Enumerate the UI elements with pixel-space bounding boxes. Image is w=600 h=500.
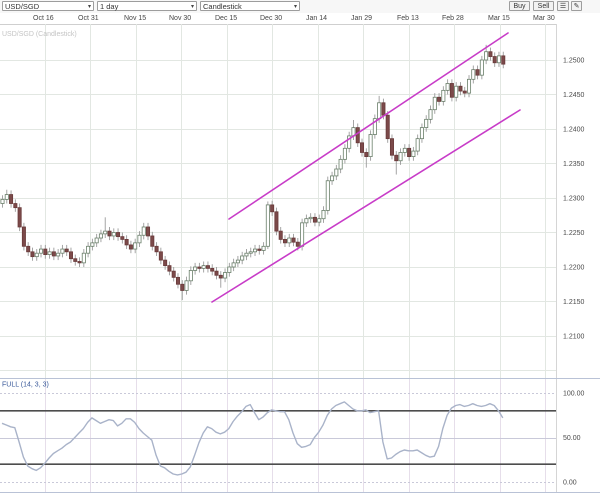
date-tick-label: Nov 15 <box>124 15 147 22</box>
price-tick-label: 1.2500 <box>563 58 585 65</box>
date-tick-label: Mar 30 <box>533 15 555 22</box>
symbol-select-value: USD/SGD <box>5 1 40 11</box>
date-tick-label: Feb 28 <box>442 15 464 22</box>
price-axis-gutter <box>556 24 600 378</box>
chart-type-select-value: Candlestick <box>203 1 242 11</box>
interval-select[interactable]: 1 day ▾ <box>97 1 197 11</box>
trend-channel[interactable] <box>211 32 521 303</box>
sell-button[interactable]: Sell <box>533 1 554 11</box>
candlesticks <box>0 44 506 301</box>
stochastic-line <box>1 401 504 476</box>
symbol-select[interactable]: USD/SGD ▾ <box>2 1 94 11</box>
date-tick-label: Oct 31 <box>78 15 99 22</box>
stochastic-panel: 100.00 50.00 0.00 FULL (14, 3, 3) <box>0 378 600 493</box>
stoch-indicator-label: FULL (14, 3, 3) <box>2 382 49 389</box>
bottom-margin <box>0 493 600 500</box>
chevron-down-icon: ▾ <box>293 3 297 10</box>
price-tick-label: 1.2200 <box>563 265 585 272</box>
date-tick-label: Mar 15 <box>488 15 510 22</box>
price-gridlines <box>0 24 556 378</box>
chart-type-select[interactable]: Candlestick ▾ <box>200 1 300 11</box>
price-chart[interactable]: USD/SGD (Candlestick) 1.2500 1.2450 1.2400 1… <box>0 24 600 378</box>
date-tick-label: Nov 30 <box>169 15 192 22</box>
price-tick-label: 1.2250 <box>563 230 585 237</box>
price-tick-label: 1.2150 <box>563 299 585 306</box>
chart-options-icon[interactable]: ☰ <box>557 1 569 11</box>
date-tick-label: Jan 14 <box>306 15 328 22</box>
chart-watermark: USD/SGD (Candlestick) <box>2 31 77 38</box>
interval-select-value: 1 day <box>100 1 119 11</box>
channel-upper-line[interactable] <box>228 32 509 220</box>
price-tick-label: 1.2100 <box>563 334 585 341</box>
date-tick-label: Oct 16 <box>33 15 54 22</box>
stoch-gridlines <box>0 378 556 493</box>
stoch-tick-label: 50.00 <box>563 435 581 442</box>
stoch-tick-label: 0.00 <box>563 480 577 487</box>
chevron-down-icon: ▾ <box>87 3 91 10</box>
price-tick-label: 1.2450 <box>563 92 585 99</box>
channel-lower-line[interactable] <box>211 109 521 303</box>
date-tick-label: Dec 30 <box>260 15 283 22</box>
toolbar: USD/SGD ▾ 1 day ▾ Candlestick ▾ Buy Sell… <box>0 0 600 14</box>
stoch-tick-label: 100.00 <box>563 391 585 398</box>
date-tick-label: Jan 29 <box>351 15 373 22</box>
date-axis: Oct 16 Oct 31 Nov 15 Nov 30 Dec 15 Dec 30 Jan … <box>0 13 600 25</box>
draw-tool-icon[interactable]: ✎ <box>571 1 582 11</box>
price-tick-label: 1.2350 <box>563 161 585 168</box>
price-tick-label: 1.2300 <box>563 196 585 203</box>
date-tick-label: Feb 13 <box>397 15 419 22</box>
date-tick-label: Dec 15 <box>215 15 238 22</box>
chevron-down-icon: ▾ <box>190 3 194 10</box>
price-tick-label: 1.2400 <box>563 127 585 134</box>
buy-button[interactable]: Buy <box>509 1 530 11</box>
